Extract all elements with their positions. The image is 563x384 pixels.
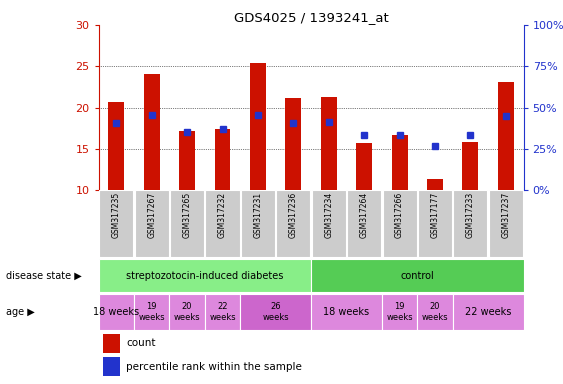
Bar: [240, 294, 311, 330]
Bar: [321, 97, 337, 190]
Title: GDS4025 / 1393241_at: GDS4025 / 1393241_at: [234, 11, 388, 24]
Bar: [103, 334, 120, 353]
Bar: [205, 190, 239, 257]
Bar: [135, 190, 169, 257]
Text: 18 weeks: 18 weeks: [323, 307, 369, 317]
Bar: [347, 190, 381, 257]
Bar: [99, 259, 311, 292]
Bar: [453, 294, 524, 330]
Text: control: control: [400, 270, 434, 281]
Text: GSM317237: GSM317237: [502, 192, 511, 238]
Text: GSM317235: GSM317235: [111, 192, 120, 238]
Bar: [312, 190, 346, 257]
Bar: [417, 294, 453, 330]
Bar: [169, 294, 205, 330]
Text: percentile rank within the sample: percentile rank within the sample: [126, 362, 302, 372]
Bar: [205, 294, 240, 330]
Bar: [215, 129, 230, 190]
Bar: [418, 190, 452, 257]
Bar: [356, 143, 372, 190]
Text: GSM317267: GSM317267: [147, 192, 156, 238]
Bar: [453, 190, 488, 257]
Text: GSM317265: GSM317265: [182, 192, 191, 238]
Text: streptozotocin-induced diabetes: streptozotocin-induced diabetes: [126, 270, 284, 281]
Text: 26
weeks: 26 weeks: [262, 302, 289, 322]
Bar: [144, 74, 160, 190]
Text: GSM317266: GSM317266: [395, 192, 404, 238]
Text: 19
weeks: 19 weeks: [386, 302, 413, 322]
Text: 19
weeks: 19 weeks: [138, 302, 165, 322]
Text: GSM317231: GSM317231: [253, 192, 262, 238]
Bar: [383, 190, 417, 257]
Text: 20
weeks: 20 weeks: [422, 302, 448, 322]
Bar: [134, 294, 169, 330]
Bar: [170, 190, 204, 257]
Text: GSM317233: GSM317233: [466, 192, 475, 238]
Text: GSM317236: GSM317236: [289, 192, 298, 238]
Text: disease state ▶: disease state ▶: [6, 270, 82, 281]
Bar: [103, 357, 120, 376]
Bar: [250, 63, 266, 190]
Bar: [462, 142, 479, 190]
Text: GSM317264: GSM317264: [360, 192, 369, 238]
Bar: [276, 190, 310, 257]
Bar: [498, 82, 514, 190]
Bar: [382, 294, 417, 330]
Bar: [311, 294, 382, 330]
Text: age ▶: age ▶: [6, 307, 34, 317]
Bar: [392, 135, 408, 190]
Text: count: count: [126, 338, 155, 348]
Bar: [311, 259, 524, 292]
Bar: [489, 190, 523, 257]
Bar: [179, 131, 195, 190]
Bar: [427, 179, 443, 190]
Text: GSM317234: GSM317234: [324, 192, 333, 238]
Bar: [108, 102, 124, 190]
Text: 20
weeks: 20 weeks: [174, 302, 200, 322]
Bar: [285, 98, 301, 190]
Text: 22
weeks: 22 weeks: [209, 302, 236, 322]
Text: GSM317177: GSM317177: [431, 192, 440, 238]
Text: 18 weeks: 18 weeks: [93, 307, 139, 317]
Bar: [99, 190, 133, 257]
Bar: [99, 294, 134, 330]
Bar: [241, 190, 275, 257]
Text: 22 weeks: 22 weeks: [465, 307, 511, 317]
Text: GSM317232: GSM317232: [218, 192, 227, 238]
